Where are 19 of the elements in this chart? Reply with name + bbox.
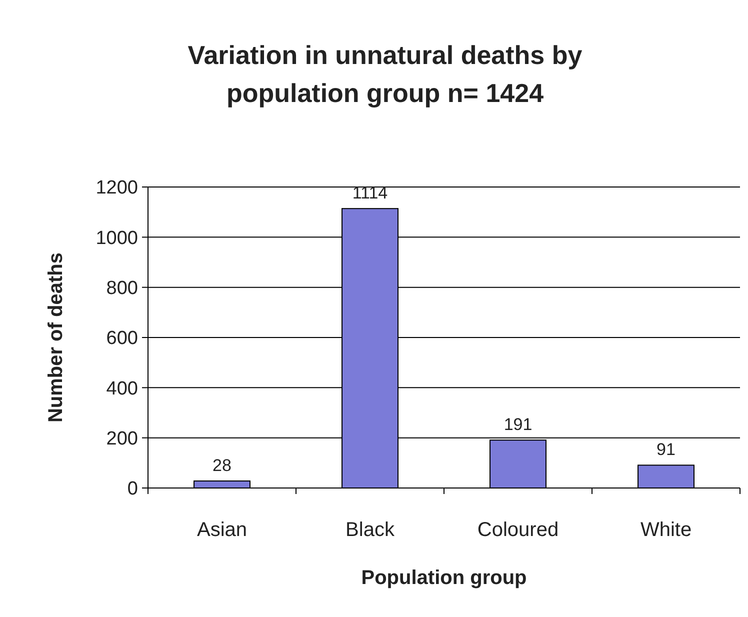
chart-title: Variation in unnatural deaths by population group n= 1424: [188, 40, 583, 108]
data-label: 191: [504, 415, 532, 434]
y-tick-label: 400: [106, 378, 138, 400]
x-tick-label: Black: [346, 519, 396, 541]
x-axis-title: Population group: [361, 567, 527, 589]
y-tick-label: 800: [106, 278, 138, 299]
y-tick-label: 1000: [96, 228, 138, 249]
bar: [638, 464, 694, 488]
data-label: 1114: [352, 184, 388, 203]
data-label: 91: [656, 440, 676, 460]
x-tick-label: White: [640, 519, 692, 541]
y-tick-label: 600: [106, 328, 138, 350]
y-tick-label: 0: [127, 478, 138, 500]
x-tick-label: Coloured: [477, 519, 559, 541]
data-label: 28: [212, 456, 232, 475]
x-tick-label: Asian: [196, 519, 248, 541]
y-tick-label: 200: [106, 428, 138, 450]
y-axis-title: Number of deaths: [45, 252, 67, 423]
y-tick-label: 1200: [96, 178, 138, 199]
